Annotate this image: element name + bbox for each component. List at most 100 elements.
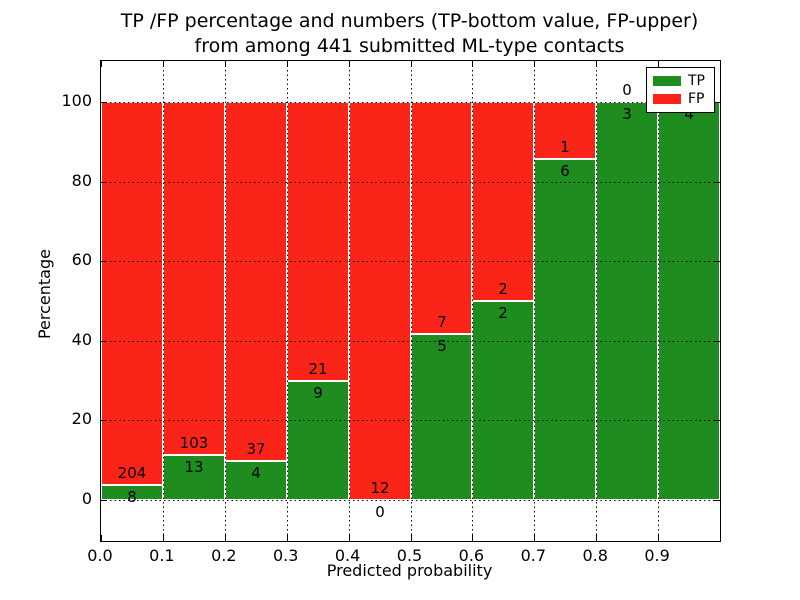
horizontal-gridline [101, 341, 720, 342]
fp-count-label: 204 [117, 463, 147, 482]
tp-count-label: 9 [313, 383, 323, 402]
x-tick-mark [225, 535, 226, 541]
chart-title-line1: TP /FP percentage and numbers (TP-bottom… [120, 10, 699, 32]
tp-bar-segment [596, 102, 658, 500]
y-tick-mark [101, 341, 107, 342]
fp-count-label: 2 [498, 280, 508, 298]
chart-title-line2: from among 441 submitted ML-type contact… [194, 35, 625, 57]
tp-legend-swatch [653, 75, 681, 86]
x-tick-mark [720, 61, 721, 67]
tp-legend-label: TP [688, 72, 705, 89]
fp-bar-segment [287, 102, 349, 381]
tp-bar-segment [534, 158, 596, 500]
x-tick-label: 0.3 [272, 546, 299, 565]
horizontal-gridline [101, 261, 720, 262]
x-tick-mark [225, 61, 226, 67]
x-tick-mark [349, 61, 350, 67]
chart-title: TP /FP percentage and numbers (TP-bottom… [100, 9, 719, 59]
x-tick-label: 0.9 [644, 546, 670, 565]
tp-count-label: 3 [622, 105, 632, 123]
y-tick-mark [714, 261, 720, 262]
tp-count-label: 13 [184, 458, 204, 477]
fp-bar-segment [472, 102, 534, 301]
x-tick-mark [163, 61, 164, 67]
fp-count-label: 7 [437, 313, 447, 332]
tp-bar-segment [472, 301, 534, 500]
legend-item-fp: FP [653, 91, 708, 107]
x-tick-mark [534, 61, 535, 67]
x-tick-label: 0.4 [334, 546, 361, 565]
y-tick-label: 100 [61, 91, 92, 110]
tp-count-label: 4 [684, 105, 694, 123]
horizontal-gridline [101, 182, 720, 183]
vertical-gridline [472, 61, 473, 541]
vertical-gridline [596, 61, 597, 541]
fp-count-label: 21 [308, 359, 328, 378]
vertical-gridline [163, 61, 164, 541]
x-tick-label: 0.2 [211, 546, 237, 565]
x-tick-label: 0.5 [396, 546, 423, 565]
tp-count-label: 2 [498, 304, 508, 322]
x-tick-mark [287, 61, 288, 67]
tp-bar-segment [411, 334, 472, 500]
fp-count-label: 1 [560, 137, 570, 156]
tp-count-label: 8 [127, 487, 137, 506]
x-tick-mark [472, 535, 473, 541]
vertical-gridline [534, 61, 535, 541]
x-tick-mark [658, 535, 659, 541]
fp-count-label: 37 [246, 440, 266, 459]
horizontal-gridline [101, 102, 720, 103]
y-tick-mark [101, 261, 107, 262]
horizontal-gridline [101, 500, 720, 501]
fp-bar-segment [349, 102, 411, 500]
vertical-gridline [411, 61, 412, 541]
legend: TP FP [646, 67, 715, 113]
y-tick-label: 60 [71, 250, 92, 270]
x-tick-mark [411, 61, 412, 67]
x-tick-label: 0.8 [582, 546, 608, 565]
tp-bar-segment [225, 461, 287, 500]
vertical-gridline [287, 61, 288, 541]
x-tick-mark [534, 535, 535, 541]
y-tick-mark [101, 500, 107, 501]
x-tick-mark [472, 61, 473, 67]
x-tick-mark [349, 535, 350, 541]
y-tick-mark [714, 341, 720, 342]
x-tick-label: 0.0 [87, 546, 113, 565]
tp-count-label: 5 [437, 337, 447, 356]
tp-bar-segment [101, 484, 163, 500]
fp-count-label: 103 [179, 434, 209, 453]
y-tick-mark [101, 102, 107, 103]
x-tick-label: 0.7 [520, 546, 547, 565]
y-tick-label: 40 [71, 329, 92, 349]
fp-bar-segment [225, 102, 287, 462]
y-tick-mark [714, 102, 720, 103]
x-tick-mark [596, 535, 597, 541]
x-tick-mark [720, 535, 721, 541]
x-tick-mark [101, 61, 102, 67]
x-tick-mark [658, 61, 659, 67]
tp-bar-segment [163, 455, 225, 500]
tp-bar-segment [287, 380, 349, 500]
x-tick-mark [287, 535, 288, 541]
vertical-gridline [349, 61, 350, 541]
tp-count-label: 6 [560, 161, 570, 180]
x-tick-mark [596, 61, 597, 67]
x-axis-label: Predicted probability [326, 561, 493, 580]
tp-bar-segment [658, 102, 720, 500]
fp-bar-segment [411, 102, 472, 335]
x-tick-label: 0.6 [458, 546, 485, 565]
horizontal-gridline [101, 420, 720, 421]
tp-count-label: 4 [251, 464, 261, 483]
y-tick-mark [714, 420, 720, 421]
fp-count-label: 0 [622, 81, 632, 99]
fp-legend-swatch [653, 94, 681, 105]
tp-count-label: 0 [375, 503, 385, 521]
fp-count-label: 12 [370, 479, 390, 497]
y-tick-mark [101, 420, 107, 421]
y-tick-mark [714, 182, 720, 183]
y-tick-mark [101, 182, 107, 183]
x-tick-mark [101, 535, 102, 541]
y-tick-label: 80 [71, 170, 92, 190]
